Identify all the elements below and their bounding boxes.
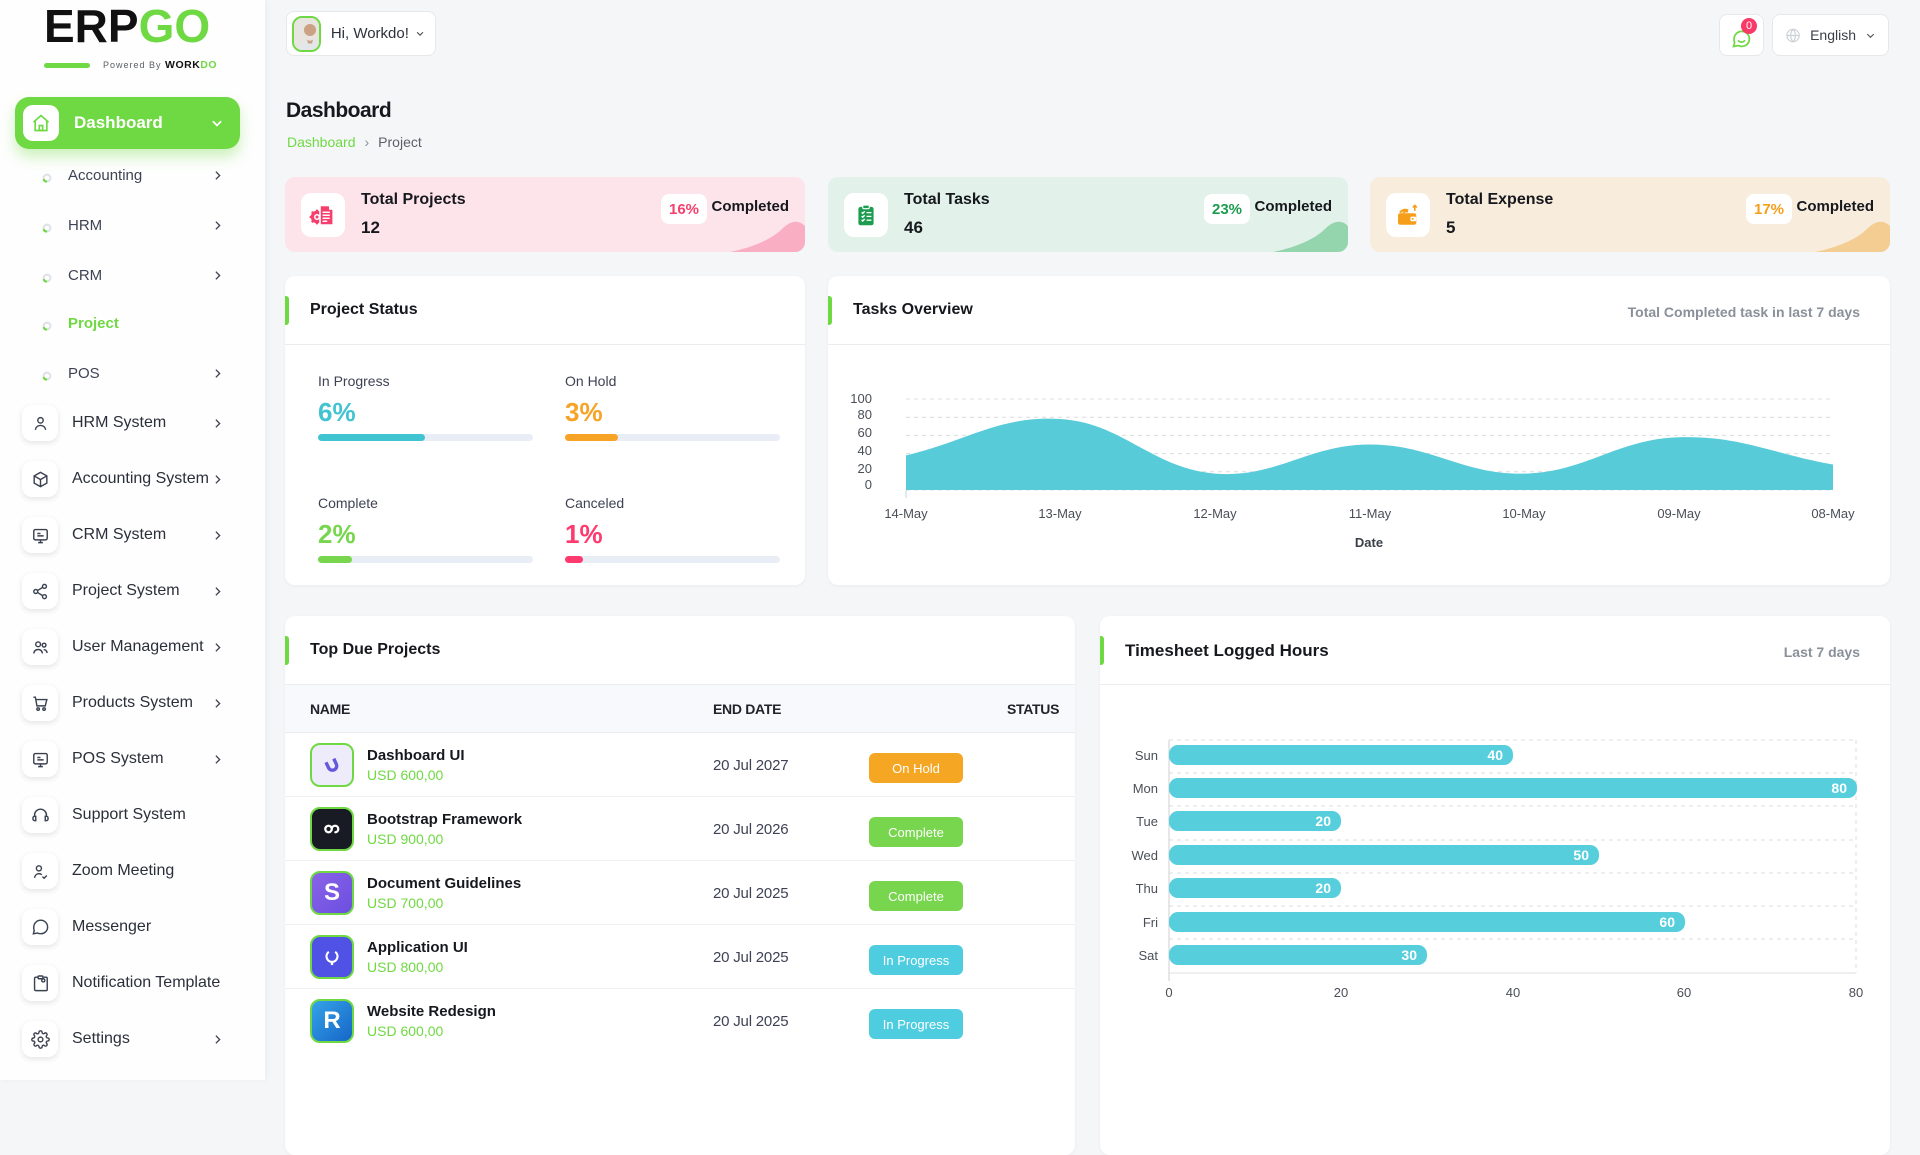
svg-text:12-May: 12-May xyxy=(1193,506,1237,521)
svg-text:20: 20 xyxy=(1315,880,1331,896)
svg-text:13-May: 13-May xyxy=(1038,506,1082,521)
svg-text:40: 40 xyxy=(1487,747,1503,763)
svg-text:0: 0 xyxy=(1165,985,1172,1000)
svg-text:40: 40 xyxy=(1506,985,1520,1000)
svg-text:30: 30 xyxy=(1401,947,1417,963)
svg-text:Thu: Thu xyxy=(1136,881,1158,896)
svg-text:80: 80 xyxy=(1849,985,1863,1000)
svg-text:Sun: Sun xyxy=(1135,748,1158,763)
svg-text:40: 40 xyxy=(858,443,872,458)
svg-text:60: 60 xyxy=(1677,985,1691,1000)
svg-text:Fri: Fri xyxy=(1143,915,1158,930)
svg-text:11-May: 11-May xyxy=(1349,506,1392,521)
svg-text:60: 60 xyxy=(1659,914,1675,930)
svg-text:60: 60 xyxy=(858,425,872,440)
svg-text:Sat: Sat xyxy=(1138,948,1158,963)
svg-text:Mon: Mon xyxy=(1133,781,1158,796)
svg-text:0: 0 xyxy=(865,477,872,492)
svg-text:Wed: Wed xyxy=(1132,848,1159,863)
svg-text:10-May: 10-May xyxy=(1502,506,1546,521)
svg-text:50: 50 xyxy=(1573,847,1589,863)
svg-text:80: 80 xyxy=(1831,780,1847,796)
svg-text:80: 80 xyxy=(858,407,872,422)
svg-text:Tue: Tue xyxy=(1136,814,1158,829)
svg-text:100: 100 xyxy=(850,391,872,406)
svg-text:20: 20 xyxy=(858,461,872,476)
svg-text:Date: Date xyxy=(1355,535,1383,550)
svg-text:08-May: 08-May xyxy=(1811,506,1855,521)
svg-text:14-May: 14-May xyxy=(884,506,928,521)
svg-text:09-May: 09-May xyxy=(1657,506,1701,521)
svg-text:20: 20 xyxy=(1334,985,1348,1000)
svg-text:20: 20 xyxy=(1315,813,1331,829)
